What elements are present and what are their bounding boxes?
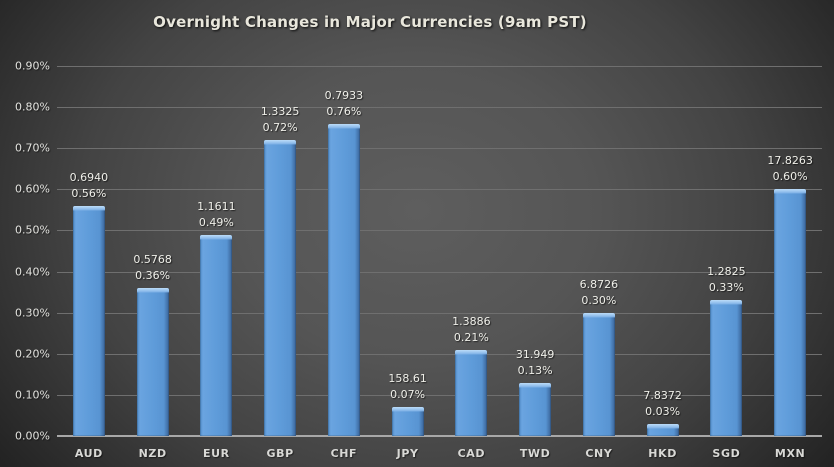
- pct-change-label-cny: 0.30%: [581, 293, 617, 307]
- pct-change-label-chf: 0.76%: [326, 104, 362, 118]
- x-axis-line: [57, 435, 822, 437]
- y-gridline: [57, 312, 822, 314]
- rate-label-hkd: 7.8372: [643, 388, 682, 402]
- x-axis-category-label-twd: TWD: [519, 447, 551, 460]
- bar-group-cad: 1.3886 0.21% CAD: [440, 66, 504, 460]
- pct-change-label-aud: 0.56%: [71, 186, 107, 200]
- bar-aud[interactable]: [72, 205, 105, 436]
- y-axis-tick-label: 0.30%: [15, 306, 50, 320]
- rate-label-twd: 31.949: [515, 347, 555, 361]
- x-axis-category-label-hkd: HKD: [648, 447, 677, 460]
- y-gridline: [57, 353, 822, 355]
- bar-jpy[interactable]: [391, 407, 424, 436]
- rate-label-gbp: 1.3325: [260, 105, 300, 118]
- bar-group-nzd: 0.5768 0.36% NZD: [121, 66, 185, 460]
- data-label-twd: 31.949 0.13%: [490, 347, 580, 379]
- y-axis-tick-label: 0.80%: [15, 100, 50, 114]
- bar-twd[interactable]: [519, 382, 552, 436]
- data-label-eur: 1.1611 0.49%: [171, 199, 261, 231]
- bar-group-twd: 31.949 0.13% TWD: [503, 66, 567, 460]
- rate-label-aud: 0.6940: [69, 170, 109, 184]
- bar-group-jpy: 158.61 0.07% JPY: [376, 66, 440, 460]
- pct-change-label-nzd: 0.36%: [135, 269, 171, 282]
- bar-group-eur: 1.1611 0.49% EUR: [185, 66, 249, 460]
- chart-title: Overnight Changes in Major Currencies (9…: [153, 13, 587, 31]
- y-gridline: [57, 148, 822, 150]
- plot-area: 0.6940 0.56% AUD 0.5768 0.36% NZD 1.1611 0.49% E…: [57, 66, 822, 460]
- x-axis-category-label-eur: EUR: [203, 447, 230, 460]
- y-axis-tick-label: 0.90%: [15, 59, 50, 73]
- pct-change-label-sgd: 0.33%: [708, 281, 744, 295]
- rate-label-chf: 0.7933: [324, 88, 364, 102]
- y-gridline: [57, 271, 822, 273]
- pct-change-label-jpy: 0.07%: [390, 388, 426, 402]
- bar-sgd[interactable]: [710, 300, 743, 436]
- x-axis-category-label-aud: AUD: [74, 447, 103, 460]
- pct-change-label-cad: 0.21%: [453, 330, 489, 344]
- bar-mxn[interactable]: [774, 189, 807, 436]
- bar-group-aud: 0.6940 0.56% AUD: [57, 66, 121, 460]
- y-gridline: [57, 107, 822, 109]
- rate-label-cad: 1.3886: [452, 314, 491, 328]
- data-label-gbp: 1.3325 0.72%: [235, 104, 325, 136]
- x-axis-category-label-cad: CAD: [457, 447, 486, 460]
- data-label-nzd: 0.5768 0.36%: [108, 252, 198, 284]
- y-axis-tick-label: 0.00%: [15, 429, 50, 443]
- bar-eur[interactable]: [200, 234, 233, 436]
- y-axis-tick-label: 0.70%: [15, 141, 50, 155]
- y-axis-tick-label: 0.50%: [15, 223, 50, 237]
- bar-nzd[interactable]: [136, 288, 169, 436]
- data-label-cad: 1.3886 0.21%: [426, 314, 516, 346]
- rate-label-sgd: 1.2825: [707, 265, 746, 279]
- rate-label-eur: 1.1611: [197, 199, 236, 213]
- bar-cny[interactable]: [582, 312, 615, 436]
- x-axis-category-label-sgd: SGD: [712, 447, 741, 460]
- y-gridline: [57, 394, 822, 396]
- y-gridline: [57, 66, 822, 67]
- bar-group-hkd: 7.8372 0.03% HKD: [631, 66, 695, 460]
- x-axis-category-label-chf: CHF: [330, 447, 358, 460]
- y-gridline: [57, 189, 822, 191]
- bar-group-sgd: 1.2825 0.33% SGD: [695, 66, 759, 460]
- data-label-jpy: 158.61 0.07%: [363, 371, 453, 403]
- data-label-chf: 0.7933 0.76%: [299, 88, 389, 120]
- x-axis-category-label-gbp: GBP: [266, 447, 294, 460]
- pct-change-label-twd: 0.13%: [517, 363, 553, 377]
- rate-label-jpy: 158.61: [388, 372, 427, 386]
- rate-label-cny: 6.8726: [579, 277, 619, 291]
- y-axis-tick-label: 0.10%: [15, 388, 50, 402]
- bar-group-chf: 0.7933 0.76% CHF: [312, 66, 376, 460]
- bar-hkd[interactable]: [646, 423, 679, 436]
- pct-change-label-mxn: 0.60%: [772, 170, 808, 184]
- y-gridline: [57, 230, 822, 232]
- bar-chf[interactable]: [327, 123, 360, 436]
- bar-gbp[interactable]: [264, 140, 297, 436]
- pct-change-label-eur: 0.49%: [198, 215, 234, 229]
- bar-group-mxn: 17.8263 0.60% MXN: [758, 66, 822, 460]
- bar-cad[interactable]: [455, 349, 488, 436]
- data-label-cny: 6.8726 0.30%: [554, 277, 644, 309]
- y-axis-tick-label: 0.60%: [15, 182, 50, 196]
- data-label-aud: 0.6940 0.56%: [44, 170, 134, 202]
- pct-change-label-gbp: 0.72%: [262, 121, 298, 134]
- rate-label-mxn: 17.8263: [767, 154, 813, 168]
- data-label-mxn: 17.8263 0.60%: [745, 153, 834, 185]
- bar-group-gbp: 1.3325 0.72% GBP: [248, 66, 312, 460]
- rate-label-nzd: 0.5768: [133, 253, 172, 266]
- x-axis-category-label-cny: CNY: [585, 447, 613, 460]
- x-axis-category-label-mxn: MXN: [774, 447, 806, 460]
- x-axis-category-label-jpy: JPY: [396, 447, 419, 460]
- y-axis-tick-label: 0.20%: [15, 347, 50, 361]
- data-label-hkd: 7.8372 0.03%: [618, 388, 708, 420]
- x-axis-category-label-nzd: NZD: [138, 447, 167, 460]
- pct-change-label-hkd: 0.03%: [645, 404, 681, 418]
- data-label-sgd: 1.2825 0.33%: [681, 264, 771, 296]
- bar-group-cny: 6.8726 0.30% CNY: [567, 66, 631, 460]
- y-axis-tick-label: 0.40%: [15, 265, 50, 279]
